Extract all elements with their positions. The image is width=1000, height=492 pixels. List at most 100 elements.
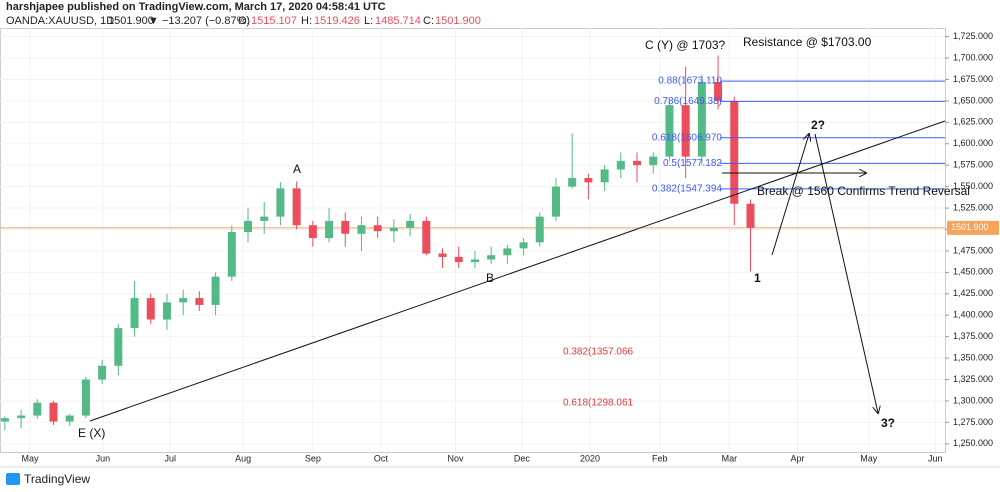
brand-logo bbox=[6, 473, 20, 485]
candle-body bbox=[357, 225, 366, 234]
x-tick-label: Mar bbox=[722, 453, 738, 463]
x-tick-label: Apr bbox=[790, 453, 804, 463]
candle-body bbox=[211, 276, 220, 305]
x-tick-label: Aug bbox=[235, 453, 251, 463]
y-tick-label: 1,300.000 bbox=[953, 395, 993, 405]
annotation: Resistance @ $1703.00 bbox=[743, 35, 872, 49]
candle-body bbox=[487, 255, 496, 260]
fib-label: 0.786(1649.38) bbox=[654, 96, 722, 107]
annotation: A bbox=[293, 162, 301, 176]
candle-body bbox=[244, 220, 253, 233]
candle-body bbox=[584, 178, 593, 183]
y-tick-label: 1,600.000 bbox=[953, 138, 993, 148]
candle-body bbox=[470, 259, 479, 263]
y-tick-label: 1,525.000 bbox=[953, 202, 993, 212]
candle-body bbox=[130, 298, 139, 329]
x-tick-label: Dec bbox=[514, 453, 531, 463]
candle-body bbox=[308, 225, 317, 239]
candle-body bbox=[600, 169, 609, 183]
candle-body bbox=[503, 248, 512, 256]
y-tick-label: 1,700.000 bbox=[953, 52, 993, 62]
ohlc-label: H: bbox=[301, 15, 312, 27]
target-label: 0.618(1298.061 bbox=[563, 397, 634, 408]
annotation: 3? bbox=[881, 416, 895, 430]
candle-body bbox=[341, 220, 350, 234]
candle-body bbox=[389, 227, 398, 232]
annotation: 2? bbox=[811, 118, 825, 132]
candle-body bbox=[519, 242, 528, 249]
candle-body bbox=[162, 302, 171, 320]
candle-body bbox=[551, 186, 560, 217]
y-tick-label: 1,475.000 bbox=[953, 245, 993, 255]
y-tick-label: 1,275.000 bbox=[953, 417, 993, 427]
x-tick-label: 2020 bbox=[580, 453, 600, 463]
ohlc-label: C: bbox=[423, 15, 434, 27]
candle-body bbox=[33, 402, 42, 416]
x-tick-label: May bbox=[21, 453, 39, 463]
last-price-label: 1501.900 bbox=[951, 222, 989, 232]
candle-body bbox=[616, 160, 625, 170]
candle-body bbox=[454, 256, 463, 263]
price: 1501.900 bbox=[108, 15, 154, 27]
y-tick-label: 1,650.000 bbox=[953, 95, 993, 105]
fib-label: 0.382(1547.394 bbox=[652, 183, 723, 194]
candle-body bbox=[746, 203, 755, 228]
y-tick-label: 1,625.000 bbox=[953, 117, 993, 127]
y-tick-label: 1,725.000 bbox=[953, 31, 993, 41]
publisher: harshjapee published on TradingView.com,… bbox=[6, 1, 386, 13]
symbol: OANDA:XAUUSD, 1D bbox=[6, 15, 114, 27]
candle-body bbox=[697, 82, 706, 157]
x-tick-label: Nov bbox=[447, 453, 464, 463]
candle-body bbox=[422, 220, 431, 254]
last-price-box bbox=[947, 220, 999, 235]
annotation: B bbox=[486, 271, 494, 285]
ohlc-value: 1519.426 bbox=[314, 15, 360, 27]
y-tick-label: 1,400.000 bbox=[953, 310, 993, 320]
x-tick-label: Jun bbox=[928, 453, 943, 463]
candle-body bbox=[406, 220, 415, 228]
candle-body bbox=[681, 105, 690, 157]
target-label: 0.382(1357.066 bbox=[563, 347, 634, 358]
candle-body bbox=[714, 82, 723, 101]
fib-label: 0.618(1606.970 bbox=[652, 132, 723, 143]
candle-body bbox=[49, 402, 58, 422]
candle-body bbox=[227, 232, 236, 277]
ohlc-label: O: bbox=[238, 15, 250, 27]
candle-body bbox=[438, 253, 447, 257]
candle-body bbox=[81, 379, 90, 416]
annotation: C (Y) @ 1703? bbox=[645, 38, 726, 52]
ohlc-label: L: bbox=[364, 15, 373, 27]
fib-label: 0.5(1577.182 bbox=[663, 158, 722, 169]
candle-body bbox=[98, 365, 107, 380]
candle-body bbox=[0, 418, 9, 422]
ohlc-value: 1501.900 bbox=[435, 15, 481, 27]
candle-body bbox=[195, 298, 204, 305]
annotation: Break @ 1560 Confirms Trend Reversal bbox=[757, 184, 970, 198]
candle-body bbox=[146, 298, 155, 320]
candle-body bbox=[179, 298, 188, 303]
arrow bbox=[771, 134, 809, 256]
annotation: 1 bbox=[754, 271, 761, 285]
candle-body bbox=[17, 415, 26, 419]
x-tick-label: Oct bbox=[374, 453, 389, 463]
candle-body bbox=[292, 188, 301, 226]
plot-frame bbox=[0, 28, 946, 453]
ohlc-value: 1515.107 bbox=[251, 15, 297, 27]
arrow bbox=[814, 133, 878, 413]
candle-body bbox=[276, 188, 285, 217]
candle-body bbox=[730, 100, 739, 204]
candle-body bbox=[649, 156, 658, 166]
candle-body bbox=[114, 328, 123, 366]
y-tick-label: 1,425.000 bbox=[953, 288, 993, 298]
x-tick-label: Jul bbox=[164, 453, 176, 463]
candle-body bbox=[260, 216, 269, 221]
fib-label: 0.88(1673.110 bbox=[658, 76, 722, 87]
y-tick-label: 1,325.000 bbox=[953, 374, 993, 384]
y-tick-label: 1,350.000 bbox=[953, 352, 993, 362]
candle-body bbox=[568, 178, 577, 187]
x-tick-label: Feb bbox=[652, 453, 668, 463]
candle-body bbox=[65, 415, 74, 422]
candle-body bbox=[325, 220, 334, 239]
trendline bbox=[89, 120, 946, 422]
